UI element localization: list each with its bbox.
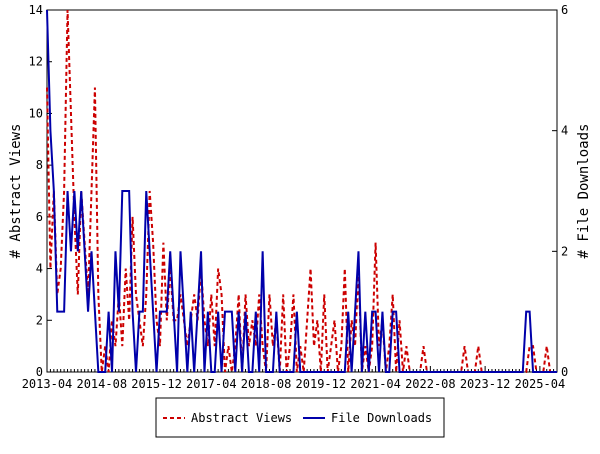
legend-label: File Downloads bbox=[331, 411, 432, 425]
x-tick-label: 2014-08 bbox=[76, 377, 127, 391]
y-tick-label: 4 bbox=[36, 262, 43, 276]
y2-tick-label: 6 bbox=[561, 3, 568, 17]
x-tick-label: 2015-12 bbox=[131, 377, 182, 391]
y-axis-label: # Abstract Views bbox=[8, 124, 24, 259]
x-tick-label: 2023-12 bbox=[460, 377, 511, 391]
x-tick-label: 2025-04 bbox=[515, 377, 566, 391]
y2-axis-label: # File Downloads bbox=[576, 124, 592, 259]
x-tick-label: 2022-08 bbox=[405, 377, 456, 391]
y2-tick-label: 2 bbox=[561, 244, 568, 258]
y2-tick-label: 0 bbox=[561, 365, 568, 379]
y2-tick-label: 4 bbox=[561, 124, 568, 138]
x-tick-label: 2013-04 bbox=[22, 377, 73, 391]
x-tick-label: 2021-04 bbox=[350, 377, 401, 391]
y-tick-label: 0 bbox=[36, 365, 43, 379]
y-tick-label: 10 bbox=[29, 106, 43, 120]
y-tick-label: 8 bbox=[36, 158, 43, 172]
x-tick-label: 2017-04 bbox=[186, 377, 237, 391]
y-tick-label: 6 bbox=[36, 210, 43, 224]
x-tick-label: 2018-08 bbox=[241, 377, 292, 391]
x-tick-label: 2019-12 bbox=[296, 377, 347, 391]
y-tick-label: 12 bbox=[29, 55, 43, 69]
y-tick-label: 2 bbox=[36, 313, 43, 327]
series-line bbox=[46, 9, 557, 373]
y-tick-label: 14 bbox=[29, 3, 43, 17]
legend-label: Abstract Views bbox=[191, 411, 292, 425]
legend-box bbox=[155, 397, 445, 438]
series-line bbox=[46, 9, 557, 373]
